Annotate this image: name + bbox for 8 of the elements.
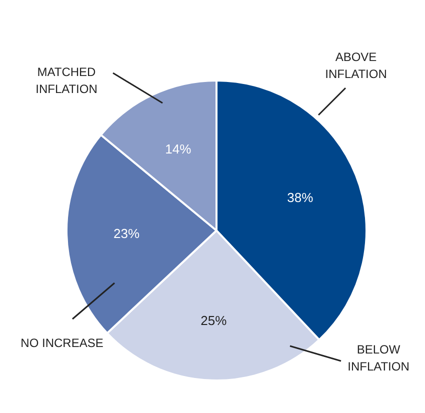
data-label: 14% <box>165 142 192 157</box>
data-label: 38% <box>287 190 314 205</box>
slice-label: MATCHED INFLATION <box>36 65 98 96</box>
data-label: 23% <box>114 226 140 241</box>
data-label: 25% <box>200 312 228 328</box>
slice-label: NO INCREASE <box>20 336 104 350</box>
slice-label: BELOW INFLATION <box>348 342 410 374</box>
slice-label: ABOVE INFLATION <box>325 50 387 81</box>
